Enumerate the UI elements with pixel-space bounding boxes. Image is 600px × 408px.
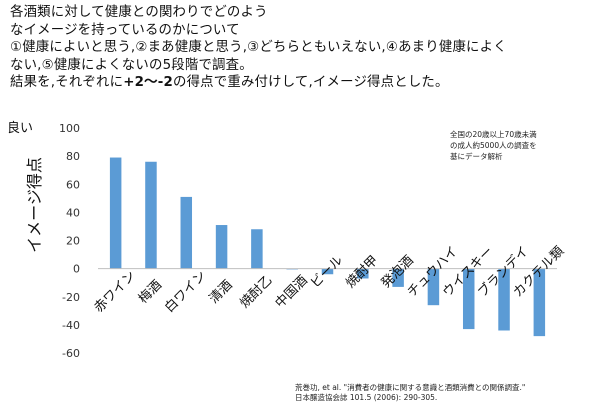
y-tick-label: -20 bbox=[62, 291, 80, 304]
description-line-4: ない,⑤健康によくないの5段階で調査。 bbox=[10, 57, 253, 73]
y-tick-label: 0 bbox=[73, 263, 80, 276]
annotation-line-3: 基にデータ解析 bbox=[450, 151, 503, 161]
bar bbox=[321, 268, 334, 275]
annotation-line-1: 全国の20歳以上70歳未満 bbox=[450, 129, 537, 139]
x-category-label: ビール bbox=[308, 253, 346, 291]
description-line-3: ①健康によいと思う,②まあ健康と思う,③どちらともいえない,④あまり健康によく bbox=[10, 40, 507, 55]
bar bbox=[498, 268, 510, 331]
bar bbox=[462, 268, 475, 330]
bar bbox=[180, 196, 193, 269]
y-tick-label: 100 bbox=[59, 122, 80, 135]
bar bbox=[357, 268, 369, 279]
bar bbox=[215, 225, 228, 269]
description-line-5: 結果を,それぞれに+2〜-2の得点で重み付けして,イメージ得点とした。 bbox=[10, 74, 595, 92]
y-tick-label: 40 bbox=[66, 206, 80, 219]
y-top-label: 良い bbox=[7, 120, 33, 136]
y-tick-label: -40 bbox=[62, 319, 80, 332]
bar bbox=[427, 268, 440, 306]
x-category-label: 焼酎甲 bbox=[343, 253, 381, 291]
x-category-label: 中国酒 bbox=[273, 273, 311, 311]
x-category-label: 白ワイン bbox=[161, 268, 209, 316]
y-tick-label: 80 bbox=[66, 150, 80, 163]
bar bbox=[533, 268, 546, 337]
annotation-line-2: の成人約5000人の調査を bbox=[450, 140, 537, 150]
y-axis-ticks: -60 -40 -20 0 20 40 60 80 100 bbox=[59, 122, 80, 360]
description-line-5-post: の得点で重み付けして,イメージ得点とした。 bbox=[173, 75, 449, 90]
description-text: 各酒類に対して健康との関わりでどのよう なイメージを持っているのかについて ①健… bbox=[10, 4, 595, 92]
bar bbox=[145, 161, 157, 269]
y-tick-label: 20 bbox=[66, 235, 80, 248]
description-line-5-bold: +2〜-2 bbox=[123, 75, 173, 90]
citation-line-1: 荒巻功, et al. "消費者の健康に関する意識と酒類消費との関係調査." bbox=[295, 382, 525, 392]
citation: 荒巻功, et al. "消費者の健康に関する意識と酒類消費との関係調査." 日… bbox=[295, 382, 525, 402]
description-line-1: 各酒類に対して健康との関わりでどのよう bbox=[10, 5, 268, 20]
x-category-label: 梅酒 bbox=[136, 278, 165, 307]
y-axis-title: イメージ得点 bbox=[25, 157, 44, 253]
x-category-label: 清酒 bbox=[207, 278, 236, 307]
y-tick-label: -60 bbox=[62, 347, 80, 360]
citation-line-2: 日本醸造協会誌 101.5 (2006): 290-305. bbox=[295, 392, 437, 402]
bar bbox=[392, 268, 404, 287]
x-category-label: 焼酎乙 bbox=[237, 273, 275, 311]
bar bbox=[251, 229, 263, 269]
bars bbox=[109, 157, 546, 337]
x-category-label: 赤ワイン bbox=[91, 268, 138, 315]
y-tick-label: 60 bbox=[66, 178, 80, 191]
description-line-2: なイメージを持っているのかについて bbox=[10, 22, 240, 38]
description-line-5-pre: 結果を,それぞれに bbox=[10, 75, 124, 90]
survey-annotation: 全国の20歳以上70歳未満 の成人約5000人の調査を 基にデータ解析 bbox=[450, 129, 537, 161]
bar bbox=[109, 157, 122, 269]
